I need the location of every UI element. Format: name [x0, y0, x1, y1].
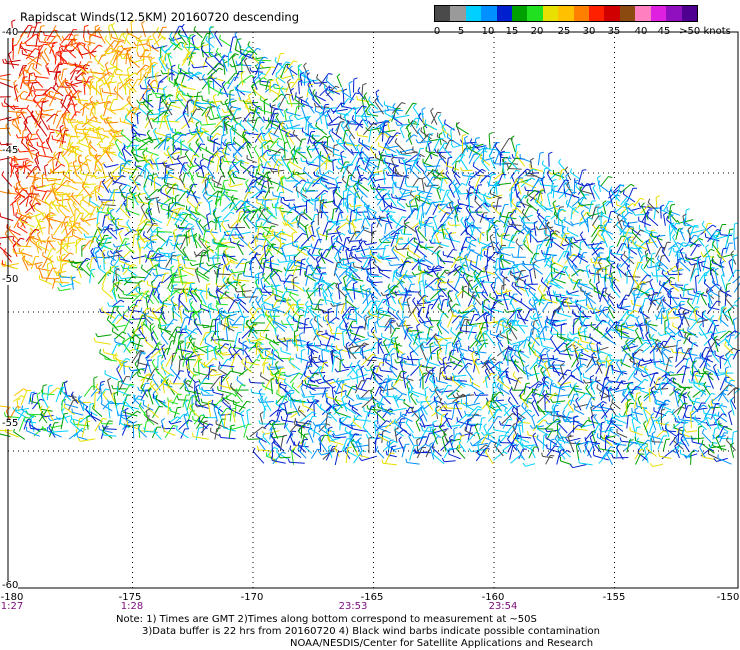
- wind-barbs: [0, 19, 740, 469]
- colorbar-swatch-1: [450, 6, 466, 21]
- lat-label-45s: -45: [2, 145, 19, 156]
- time-label-1: 1:27: [0, 601, 24, 612]
- colorbar-swatch-15: [666, 6, 682, 21]
- lon-label-160w: -160: [481, 592, 505, 603]
- colorbar-swatch-8: [558, 6, 574, 21]
- note-line-3: NOAA/NESDIS/Center for Satellite Applica…: [290, 638, 594, 649]
- lat-label-60s: -60: [2, 580, 19, 591]
- lon-label-175w: -175: [118, 592, 142, 603]
- lon-label-155w: -155: [602, 592, 626, 603]
- map-title: Rapidscat Winds(12.5KM) 20160720 descend…: [20, 10, 300, 24]
- colorbar-swatch-14: [650, 6, 667, 21]
- colorbar-swatch-9: [573, 6, 590, 21]
- lat-label-40s: -40: [2, 27, 19, 38]
- colorbar-swatch-7: [542, 6, 559, 21]
- lat-lon-grid: [8, 32, 738, 588]
- note-line-1: Note: 1) Times are GMT 2)Times along bot…: [116, 614, 537, 625]
- note-line-2: 3)Data buffer is 22 hrs from 20160720 4)…: [142, 626, 600, 637]
- colorbar-swatch-0: [435, 6, 451, 21]
- colorbar-swatch-3: [481, 6, 497, 21]
- lon-label-170w: -170: [240, 592, 264, 603]
- colorbar-swatch-16: [681, 6, 697, 21]
- lon-label-165w: -165: [360, 592, 384, 603]
- colorbar-swatch-11: [604, 6, 620, 21]
- colorbar-swatch-6: [527, 6, 543, 21]
- colorbar-swatch-5: [512, 6, 528, 21]
- lat-label-50s: -50: [2, 274, 19, 285]
- lon-label-150w: -150: [716, 592, 740, 603]
- time-label-3: 23:53: [338, 601, 368, 612]
- colorbar-swatch-13: [635, 6, 651, 21]
- colorbar-strip: [434, 5, 698, 22]
- colorbar-swatch-4: [496, 6, 513, 21]
- time-label-2: 1:28: [120, 601, 144, 612]
- colorbar-swatch-2: [465, 6, 482, 21]
- time-label-4: 23:54: [488, 601, 518, 612]
- map-frame: [7, 31, 739, 589]
- lat-label-55s: -55: [2, 418, 19, 429]
- lon-label-180w: -180: [0, 592, 24, 603]
- colorbar-swatch-10: [589, 6, 605, 21]
- colorbar-swatch-12: [619, 6, 636, 21]
